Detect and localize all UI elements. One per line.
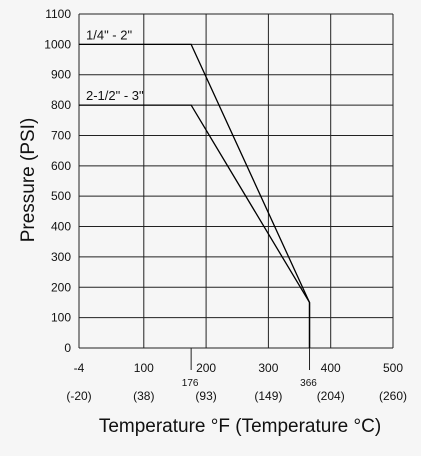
x-tick-celsius-1: (38) xyxy=(133,389,154,403)
y-tick-label-8: 800 xyxy=(51,98,71,112)
x-tick-label-2: 200 xyxy=(196,361,216,375)
annotation-label-1: 366 xyxy=(300,378,317,389)
x-tick-celsius-5: (260) xyxy=(379,389,407,403)
y-tick-label-11: 1100 xyxy=(45,7,71,21)
series-label-0: 1/4" - 2" xyxy=(86,27,132,42)
annotations: 176 366 xyxy=(182,348,317,389)
y-axis-title: Pressure (PSI) xyxy=(18,118,39,243)
series-line-1 xyxy=(79,104,311,348)
y-tick-label-2: 200 xyxy=(51,280,71,294)
x-tick-label-4: 400 xyxy=(321,361,341,375)
x-tick-label-1: 100 xyxy=(134,361,154,375)
y-tick-label-9: 900 xyxy=(51,68,71,82)
y-tick-labels: 0 100 200 300 400 500 600 700 800 900 1000 1100 xyxy=(44,7,71,355)
y-tick-label-0: 0 xyxy=(64,341,71,355)
x-tick-label-0: -4 xyxy=(74,361,85,375)
series-label-1: 2-1/2" - 3" xyxy=(86,88,144,103)
x-tick-label-5: 500 xyxy=(383,361,403,375)
x-axis-title: Temperature °F (Temperature °C) xyxy=(99,416,381,437)
x-tick-celsius-0: (-20) xyxy=(66,389,91,403)
y-tick-label-6: 600 xyxy=(51,159,71,173)
x-tick-celsius-2: (93) xyxy=(195,389,216,403)
y-tick-label-1: 100 xyxy=(51,311,71,325)
series-lines: 1/4" - 2" 2-1/2" - 3" xyxy=(79,27,311,348)
x-tick-celsius-3: (149) xyxy=(254,389,282,403)
annotation-label-0: 176 xyxy=(182,378,199,389)
y-tick-label-5: 500 xyxy=(51,189,71,203)
x-tick-labels: -4 (-20) 100 (38) 200 (93) 300 (149) 400 (204) 500… xyxy=(66,361,407,403)
x-tick-celsius-4: (204) xyxy=(317,389,345,403)
x-tick-label-3: 300 xyxy=(258,361,278,375)
y-tick-label-10: 1000 xyxy=(44,37,71,51)
y-tick-label-3: 300 xyxy=(51,250,71,264)
y-tick-label-4: 400 xyxy=(51,220,71,234)
y-tick-label-7: 700 xyxy=(51,128,71,142)
